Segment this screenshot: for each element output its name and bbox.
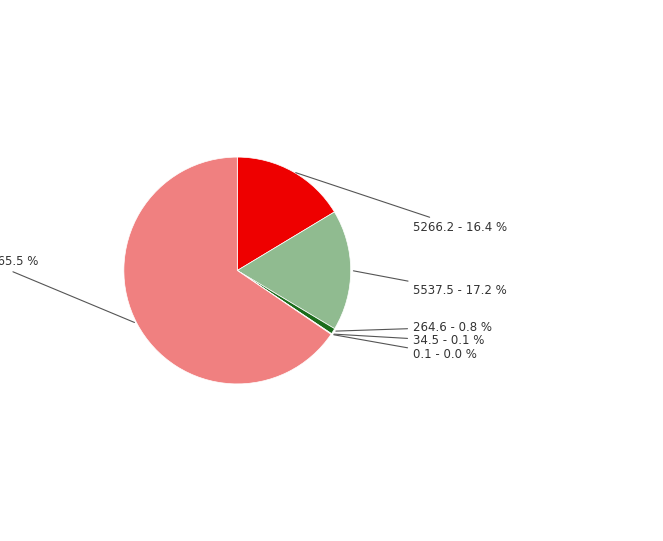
Wedge shape <box>237 157 334 270</box>
Wedge shape <box>124 157 331 384</box>
Wedge shape <box>237 270 331 334</box>
Wedge shape <box>237 212 351 329</box>
Text: 34.5 - 0.1 %: 34.5 - 0.1 % <box>334 334 485 347</box>
Text: 21072.4 - 65.5 %: 21072.4 - 65.5 % <box>0 255 135 322</box>
Text: 5537.5 - 17.2 %: 5537.5 - 17.2 % <box>353 271 507 298</box>
Text: 5266.2 - 16.4 %: 5266.2 - 16.4 % <box>296 173 507 234</box>
Text: 0.1 - 0.0 %: 0.1 - 0.0 % <box>333 335 477 361</box>
Text: 264.6 - 0.8 %: 264.6 - 0.8 % <box>336 321 492 334</box>
Wedge shape <box>237 270 335 334</box>
Wedge shape <box>237 270 332 334</box>
